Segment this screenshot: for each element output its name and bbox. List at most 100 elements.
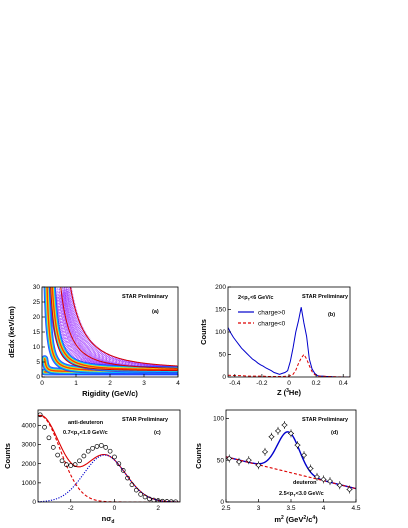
dedx-heatmap: [42, 287, 178, 376]
panel-a-ytick-label: 20: [33, 314, 41, 321]
data-point: [46, 435, 52, 441]
data-point: [314, 472, 320, 481]
data-point: [327, 477, 333, 486]
data-point: [77, 458, 82, 464]
data-point: [245, 456, 252, 465]
panel-d: 2.5 3 3.5 4 4.5 0 50 100 STAR Preliminary (d) d…: [194, 409, 361, 524]
panel-d-watermark: STAR Preliminary: [302, 417, 349, 423]
panel-c-ytick-label: 2000: [22, 461, 37, 468]
data-point: [64, 462, 69, 467]
data-point: [120, 468, 126, 473]
panel-a-xtick-label: 0: [40, 380, 44, 387]
panel-b-annotation: 2<pT<6 GeV/c: [238, 295, 274, 302]
data-point: [164, 499, 170, 502]
data-point: [72, 462, 78, 467]
panel-a-xtick-label: 4: [176, 380, 180, 387]
panel-c-xtick-label: 2: [156, 505, 160, 512]
theory-curve-0: [50, 287, 178, 372]
data-point: [107, 448, 113, 454]
panel-c-annotation-particle: anti-deuteron: [68, 420, 104, 426]
data-point: [301, 451, 307, 460]
data-point: [116, 461, 122, 467]
panel-d-annotation-pt: 2.5<pT<3.0 GeV/c: [279, 491, 324, 498]
panel-c-label: (c): [154, 430, 161, 436]
dedx-band-curves: [50, 287, 178, 372]
data-point: [55, 452, 61, 458]
data-point: [160, 498, 165, 502]
data-point: [262, 447, 268, 456]
panel-d-fits: [226, 431, 356, 490]
fit-background: [38, 415, 180, 502]
data-point: [42, 424, 47, 430]
panel-c-fits: [38, 414, 180, 502]
panel-d-ticks: 2.5 3 3.5 4 4.5 0 50 100: [213, 416, 361, 512]
panel-b-legend: charge>0 charge<0: [238, 310, 286, 328]
data-point: [129, 482, 135, 488]
panel-d-label: (d): [331, 430, 338, 436]
data-point: [155, 498, 161, 502]
data-point: [81, 453, 87, 459]
panel-b-xtick-label: -0.2: [256, 380, 268, 387]
panel-d-ytick-label: 50: [217, 457, 225, 464]
data-point: [125, 475, 130, 481]
data-point: [138, 491, 144, 497]
panel-a-ytick-label: 5: [36, 359, 40, 366]
panel-b-xtick-label: 0: [287, 380, 291, 387]
data-point: [346, 485, 353, 494]
data-point: [99, 443, 104, 448]
data-point: [288, 429, 294, 438]
panel-d-xlabel: m2 (GeV2/c4): [274, 515, 318, 524]
panel-b-ytick-label: 200: [215, 284, 226, 291]
fit-signal: [38, 454, 180, 502]
panel-b-xtick-label: -0.4: [229, 380, 241, 387]
panel-b-xlabel: Z (3He): [277, 388, 302, 397]
data-point: [226, 454, 233, 463]
data-point: [320, 475, 327, 484]
panel-a-ylabel: dEdx (keV/cm): [7, 306, 16, 358]
panel-c-watermark: STAR Preliminary: [122, 417, 169, 423]
panel-c-ytick-label: 1000: [22, 480, 37, 487]
data-point: [336, 481, 343, 490]
data-point: [103, 445, 109, 450]
panel-a-xtick-label: 2: [108, 380, 112, 387]
panel-a-xlabel: Rigidity (GeV/c): [82, 389, 138, 398]
panel-d-ytick-label: 0: [220, 499, 224, 506]
panel-d-xtick-label: 3: [257, 505, 261, 512]
panel-c: -2 0 2 0 1000 2000 3000 4000 STAR Preliminary (…: [3, 409, 181, 525]
panel-b-label: (b): [328, 312, 335, 318]
legend-label-charge-pos: charge>0: [258, 310, 286, 317]
data-point: [268, 432, 275, 441]
fit-background: [226, 456, 356, 490]
fit-total: [226, 431, 356, 490]
legend-label-charge-neg: charge<0: [258, 321, 286, 328]
panel-d-annotation-particle: deuteron: [293, 480, 317, 486]
panel-a-ytick-label: 30: [33, 284, 41, 291]
panel-b-ticks: -0.4 -0.2 0 0.2 0.4 0 50 100 150 200: [215, 284, 348, 387]
panel-d-xtick-label: 4.5: [351, 505, 360, 512]
panel-a-ticks: 0 1 2 3 4 0 5 10 15 20 25 30: [33, 284, 180, 387]
panel-b-ytick-label: 0: [222, 374, 226, 381]
data-point: [94, 444, 100, 449]
panel-d-xtick-label: 3.5: [286, 505, 295, 512]
theory-curve-1: [60, 287, 178, 369]
heatmap-band-d: [51, 287, 178, 371]
data-point: [68, 463, 74, 468]
panel-d-points: [226, 421, 353, 494]
panel-c-frame: [37, 409, 181, 503]
data-point: [133, 487, 139, 493]
panel-c-xlabel: nσd: [102, 514, 115, 525]
data-point: [112, 454, 117, 460]
panel-b-xtick-label: 0.4: [339, 380, 348, 387]
panel-b-ytick-label: 50: [219, 352, 227, 359]
panel-d-frame: [225, 409, 357, 503]
data-point: [90, 445, 95, 451]
data-point: [142, 494, 148, 500]
panel-a-ytick-label: 15: [33, 329, 41, 336]
panel-b-ylabel: Counts: [199, 319, 208, 345]
theory-curve-2: [69, 287, 178, 367]
panel-d-ytick-label: 100: [213, 416, 224, 423]
panel-d-ylabel: Counts: [194, 443, 203, 469]
panel-b-watermark: STAR Preliminary: [302, 294, 349, 300]
panel-c-ytick-label: 0: [32, 499, 36, 506]
panel-c-ytick-label: 3000: [22, 442, 37, 449]
